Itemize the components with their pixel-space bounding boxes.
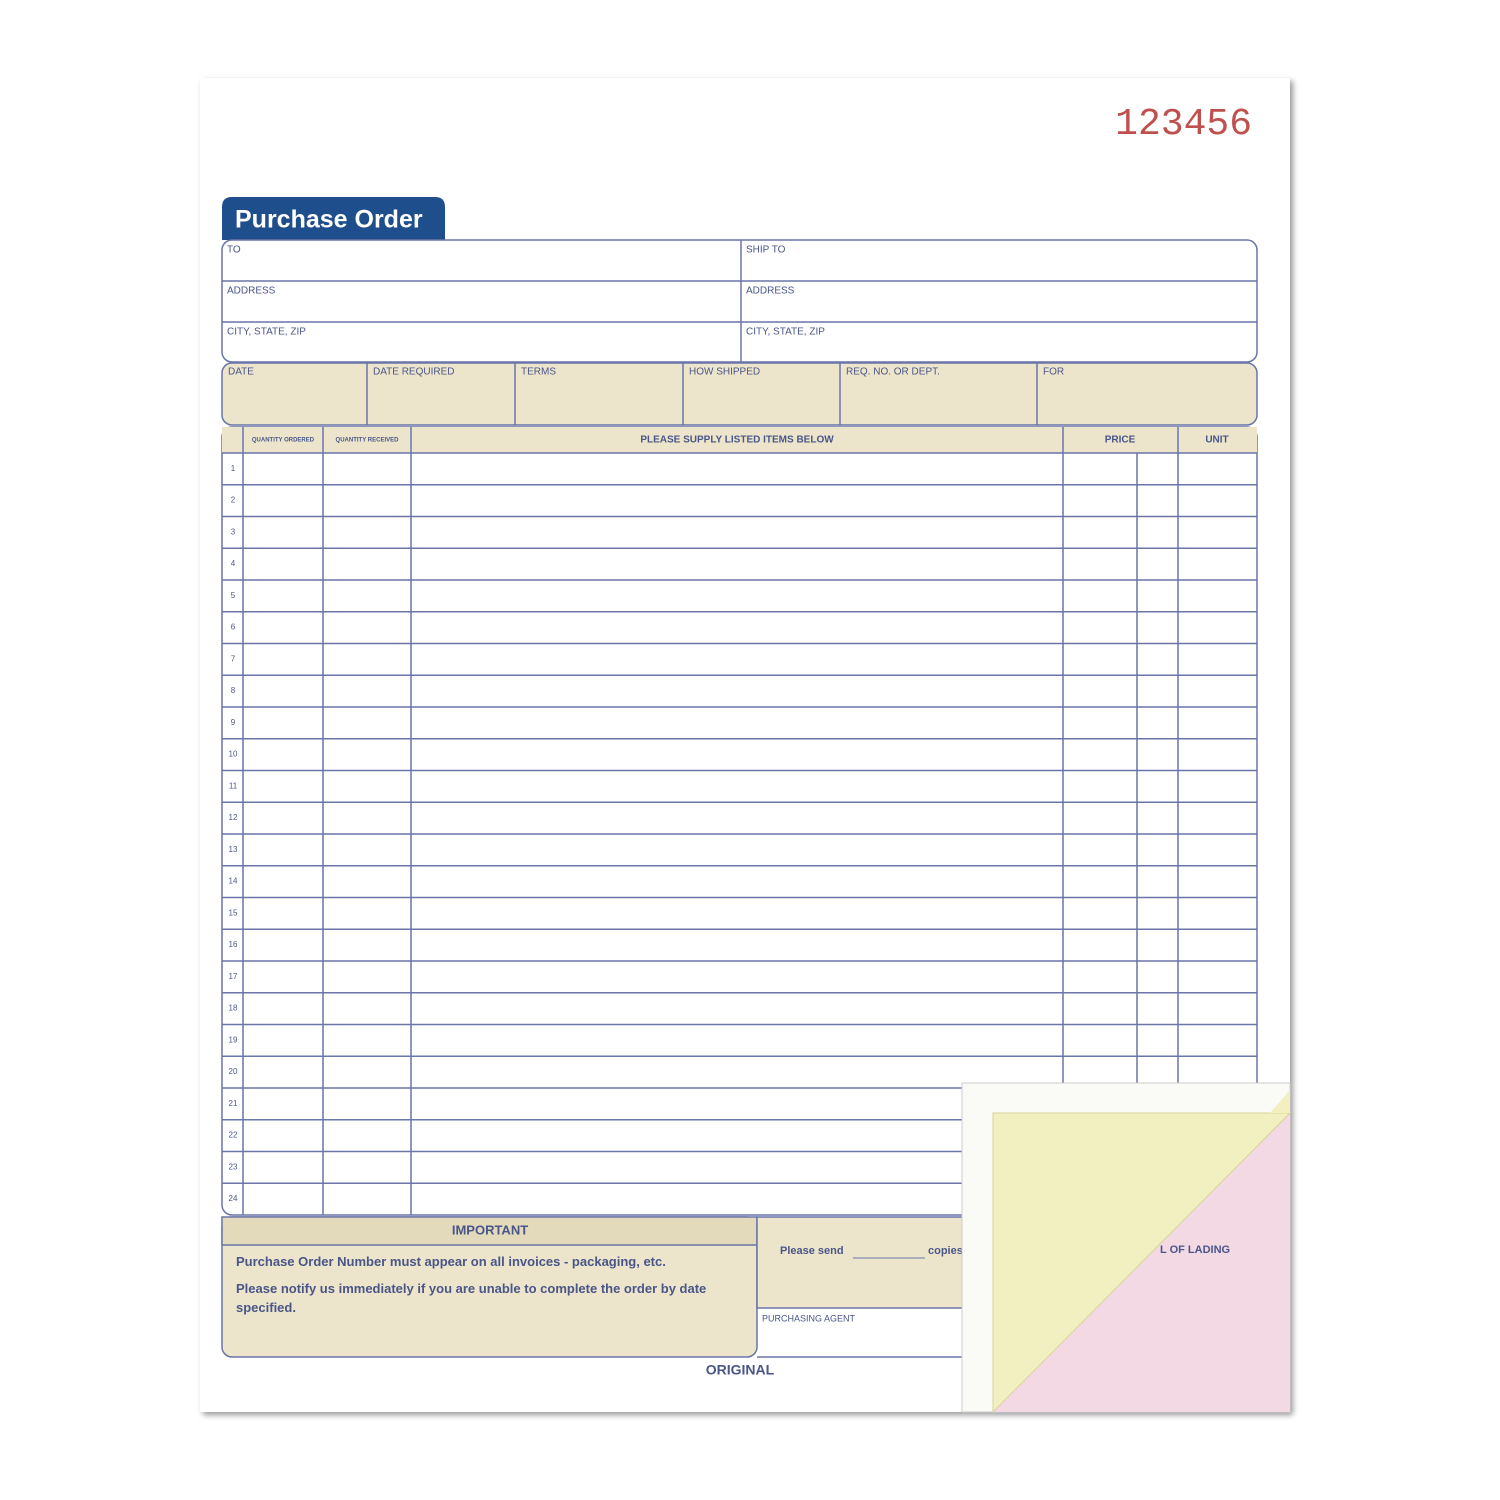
row-number: 3 — [231, 527, 236, 536]
column-header: PRICE — [1105, 435, 1136, 446]
row-number: 17 — [229, 972, 238, 981]
field-label: FOR — [1043, 367, 1064, 378]
bill-of-lading: L OF LADING — [1160, 1244, 1230, 1256]
field-label: ADDRESS — [227, 286, 276, 297]
row-number: 16 — [229, 940, 238, 949]
field-label: ADDRESS — [746, 286, 795, 297]
row-number: 24 — [229, 1194, 238, 1203]
row-number: 10 — [229, 750, 238, 759]
column-header: QUANTITY ORDERED — [252, 438, 315, 444]
important-title: IMPORTANT — [452, 1222, 528, 1237]
copy-label: ORIGINAL — [706, 1362, 775, 1378]
row-number: 22 — [229, 1131, 238, 1140]
row-number: 15 — [229, 908, 238, 917]
column-header: QUANTITY RECEIVED — [336, 438, 400, 444]
copies-prefix: Please send — [780, 1245, 844, 1257]
purchasing-agent: PURCHASING AGENT — [762, 1313, 856, 1323]
row-number: 7 — [231, 654, 236, 663]
field-label: CITY, STATE, ZIP — [746, 327, 825, 338]
field-label: REQ. NO. OR DEPT. — [846, 367, 940, 378]
row-number: 21 — [229, 1099, 238, 1108]
carbon-copy-yellow — [992, 1112, 1292, 1414]
carbon-copy-yellow-corner — [1270, 1090, 1290, 1113]
row-number: 23 — [229, 1162, 238, 1171]
row-number: 11 — [229, 781, 238, 790]
field-label: DATE — [228, 367, 254, 378]
note: Purchase Order Number must appear on all… — [236, 1254, 666, 1269]
note: Please notify us immediately if you are … — [236, 1281, 707, 1315]
form-lines — [221, 239, 1258, 1358]
serial-number: 123456 — [1115, 103, 1252, 146]
row-number: 18 — [229, 1004, 238, 1013]
row-number: 19 — [229, 1035, 238, 1044]
row-number: 12 — [229, 813, 238, 822]
row-number: 2 — [231, 496, 236, 505]
field-label: TERMS — [521, 367, 556, 378]
column-header: PLEASE SUPPLY LISTED ITEMS BELOW — [640, 435, 834, 446]
notes: Purchase Order Number must appear on all… — [236, 1252, 741, 1317]
column-header: UNIT — [1205, 435, 1228, 446]
copies-suffix: copies — [928, 1245, 963, 1257]
field-label: TO — [227, 245, 241, 256]
row-number: 5 — [231, 591, 236, 600]
row-number: 4 — [231, 559, 236, 568]
row-number: 8 — [231, 686, 236, 695]
row-number: 1 — [231, 464, 236, 473]
field-label: HOW SHIPPED — [689, 367, 760, 378]
row-number: 13 — [229, 845, 238, 854]
title-tab — [222, 197, 445, 240]
form-title: Purchase Order — [235, 206, 423, 234]
field-label: SHIP TO — [746, 245, 786, 256]
row-number: 14 — [229, 877, 238, 886]
row-number: 9 — [231, 718, 236, 727]
row-number: 6 — [231, 623, 236, 632]
notes-box: Purchase Order Number must appear on all… — [236, 1252, 741, 1317]
field-label: CITY, STATE, ZIP — [227, 327, 306, 338]
row-number: 20 — [229, 1067, 238, 1076]
field-label: DATE REQUIRED — [373, 367, 455, 378]
